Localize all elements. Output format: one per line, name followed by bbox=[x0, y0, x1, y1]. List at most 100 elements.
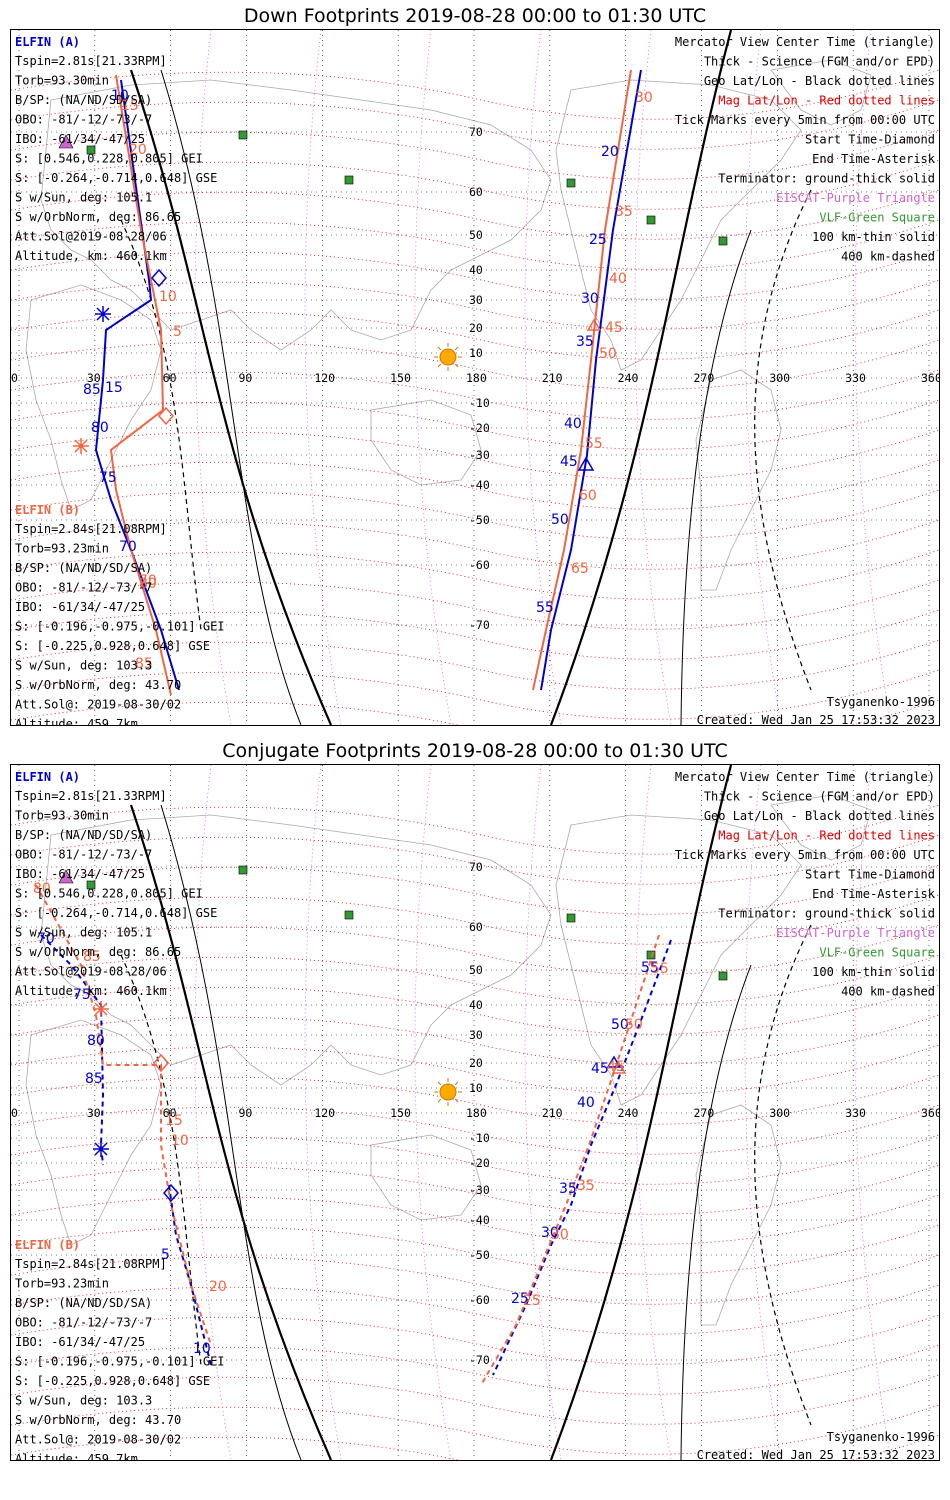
latitude-tick-label: 10 bbox=[469, 1081, 483, 1095]
longitude-tick-label: 270 bbox=[694, 1106, 715, 1120]
legend-line: Mag Lat/Lon - Red dotted lines bbox=[718, 94, 935, 108]
legend-line: 400 km-dashed bbox=[841, 985, 935, 999]
latitude-tick-label: -40 bbox=[469, 1213, 490, 1227]
elfin-b-info-line: Altitude: 459.7km bbox=[15, 1452, 138, 1460]
mag-longitude-line bbox=[414, 30, 452, 725]
mag-latitude-line bbox=[11, 1194, 939, 1245]
elfin-a-info-line: IBO: -61/34/-47/25 bbox=[15, 132, 145, 146]
mag-latitude-line bbox=[11, 189, 939, 240]
latitude-tick-label: 70 bbox=[469, 125, 483, 139]
elfin-a-info-line: Altitude, km: 460.1km bbox=[15, 984, 167, 998]
longitude-tick-label: 120 bbox=[314, 371, 335, 385]
vlf-station-square bbox=[566, 913, 576, 923]
mag-latitude-line bbox=[11, 429, 939, 480]
track-time-label-b: 5 bbox=[173, 324, 182, 340]
land-outline bbox=[40, 79, 552, 351]
mag-latitude-line bbox=[11, 579, 939, 630]
mag-latitude-line bbox=[11, 369, 939, 420]
longitude-tick-label: 150 bbox=[390, 1106, 411, 1120]
legend-line: Mercator View Center Time (triangle) bbox=[675, 35, 935, 49]
elfin-a-title: ELFIN (A) bbox=[15, 35, 80, 49]
elfin-a-track-east bbox=[540, 69, 642, 691]
mag-latitude-line bbox=[11, 609, 939, 660]
mag-latitude-line bbox=[11, 954, 939, 1005]
legend-line: Mag Lat/Lon - Red dotted lines bbox=[718, 829, 935, 843]
track-time-label-b: 55 bbox=[651, 961, 669, 977]
elfin-a-info-line: Tspin=2.81s[21.33RPM] bbox=[15, 789, 167, 803]
longitude-tick-label: 90 bbox=[239, 1106, 253, 1120]
elfin-a-info-line: Tspin=2.81s[21.33RPM] bbox=[15, 54, 167, 68]
track-time-label-b: 85 bbox=[135, 656, 153, 672]
mag-latitude-line bbox=[11, 459, 939, 510]
elfin-b-info-line: IBO: -61/34/-47/25 bbox=[15, 600, 145, 614]
legend-line: Thick - Science (FGM and/or EPD) bbox=[704, 790, 935, 804]
longitude-tick-label: 210 bbox=[542, 371, 563, 385]
latitude-tick-label: 60 bbox=[469, 185, 483, 199]
vlf-station-square bbox=[86, 145, 96, 155]
track-time-label-b: 55 bbox=[585, 436, 603, 452]
latitude-tick-label: 10 bbox=[469, 346, 483, 360]
longitude-tick-label: 90 bbox=[239, 371, 253, 385]
legend-line: EISCAT-Purple Triangle bbox=[776, 926, 935, 940]
track-time-label-a: 85 bbox=[85, 1071, 103, 1087]
longitude-tick-label: 150 bbox=[390, 371, 411, 385]
track-time-label-a: 80 bbox=[91, 420, 109, 436]
vlf-station-square bbox=[86, 880, 96, 890]
track-time-label-a: 30 bbox=[541, 1225, 559, 1241]
legend-line: Terminator: ground-thick solid bbox=[718, 172, 935, 186]
annotation-layer-1: ELFIN (A) Tspin=2.81s[21.33RPM] Torb=93.30… bbox=[15, 770, 936, 1460]
map-panel-conjugate: 0 30 60 90 120 150 180 210 240 270 300 330 360 70 60 50… bbox=[10, 764, 940, 1461]
land-outline bbox=[770, 59, 872, 126]
track-time-label-b: 45 bbox=[605, 320, 623, 336]
mag-latitude-line bbox=[11, 804, 939, 855]
track-time-label-a: 85 bbox=[83, 382, 101, 398]
legend-line: Geo Lat/Lon - Black dotted lines bbox=[704, 809, 935, 823]
track-time-label-b: 10 bbox=[159, 289, 177, 305]
terminator-400km-east bbox=[754, 189, 812, 691]
mag-latitude-line bbox=[11, 1254, 939, 1305]
terminator-400km bbox=[120, 954, 202, 1366]
elfin-a-track-west bbox=[94, 79, 180, 691]
mag-latitude-line bbox=[11, 309, 939, 360]
legend-line: Thick - Science (FGM and/or EPD) bbox=[704, 55, 935, 69]
land-outline bbox=[40, 814, 552, 1086]
longitude-tick-label: 330 bbox=[845, 1106, 866, 1120]
track-time-label-b: 50 bbox=[599, 346, 617, 362]
latitude-tick-label: -60 bbox=[469, 558, 490, 572]
sun-ray bbox=[437, 363, 442, 368]
track-time-label-a: 50 bbox=[611, 1017, 629, 1033]
sun-icon bbox=[439, 1083, 457, 1101]
track-time-label-a: 55 bbox=[536, 600, 554, 616]
mag-latitude-line bbox=[11, 894, 939, 945]
longitude-tick-label: 300 bbox=[769, 1106, 790, 1120]
mag-latitude-line bbox=[11, 1014, 939, 1065]
track-time-label-a: 35 bbox=[559, 1181, 577, 1197]
elfin-b-info-line: Att.Sol@: 2019-08-30/02 bbox=[15, 698, 181, 712]
elfin-b-info-line: Torb=93.23min bbox=[15, 542, 109, 556]
sun-icon bbox=[439, 348, 457, 366]
latitude-tick-label: 40 bbox=[469, 998, 483, 1012]
latitude-tick-label: -20 bbox=[469, 1156, 490, 1170]
track-time-label-a: 20 bbox=[601, 144, 619, 160]
track-time-label-b: 35 bbox=[577, 1178, 595, 1194]
mag-latitude-line bbox=[11, 1404, 939, 1455]
elfin-a-info-line: B/SP: (NA/ND/SD/SA) bbox=[15, 828, 152, 842]
mag-latitude-line bbox=[11, 1434, 939, 1460]
longitude-tick-label: 270 bbox=[694, 371, 715, 385]
track-time-label-a: 70 bbox=[119, 539, 137, 555]
elfin-a-info-line: S w/OrbNorm, deg: 86.65 bbox=[15, 945, 181, 959]
elfin-b-info-line: B/SP: (NA/ND/SD/SA) bbox=[15, 1296, 152, 1310]
track-time-label-b: 65 bbox=[571, 561, 589, 577]
mag-latitude-line bbox=[11, 1374, 939, 1425]
elfin-a-track-west2 bbox=[168, 1184, 212, 1366]
longitude-tick-label: 120 bbox=[314, 1106, 335, 1120]
map-layer-1: 0 30 60 90 120 150 180 210 240 270 300 330 360 70 60 50… bbox=[11, 765, 939, 1460]
latitude-tick-label: -20 bbox=[469, 421, 490, 435]
vlf-station-square bbox=[646, 950, 656, 960]
track-time-label-a: 75 bbox=[73, 987, 91, 1003]
track-time-label-b: 30 bbox=[551, 1227, 569, 1243]
elfin-a-info-line: S w/Sun, deg: 105.1 bbox=[15, 926, 152, 940]
track-time-label-b: 20 bbox=[129, 142, 147, 158]
legend-line: 100 km-thin solid bbox=[812, 230, 935, 244]
track-time-label-a: 30 bbox=[581, 291, 599, 307]
